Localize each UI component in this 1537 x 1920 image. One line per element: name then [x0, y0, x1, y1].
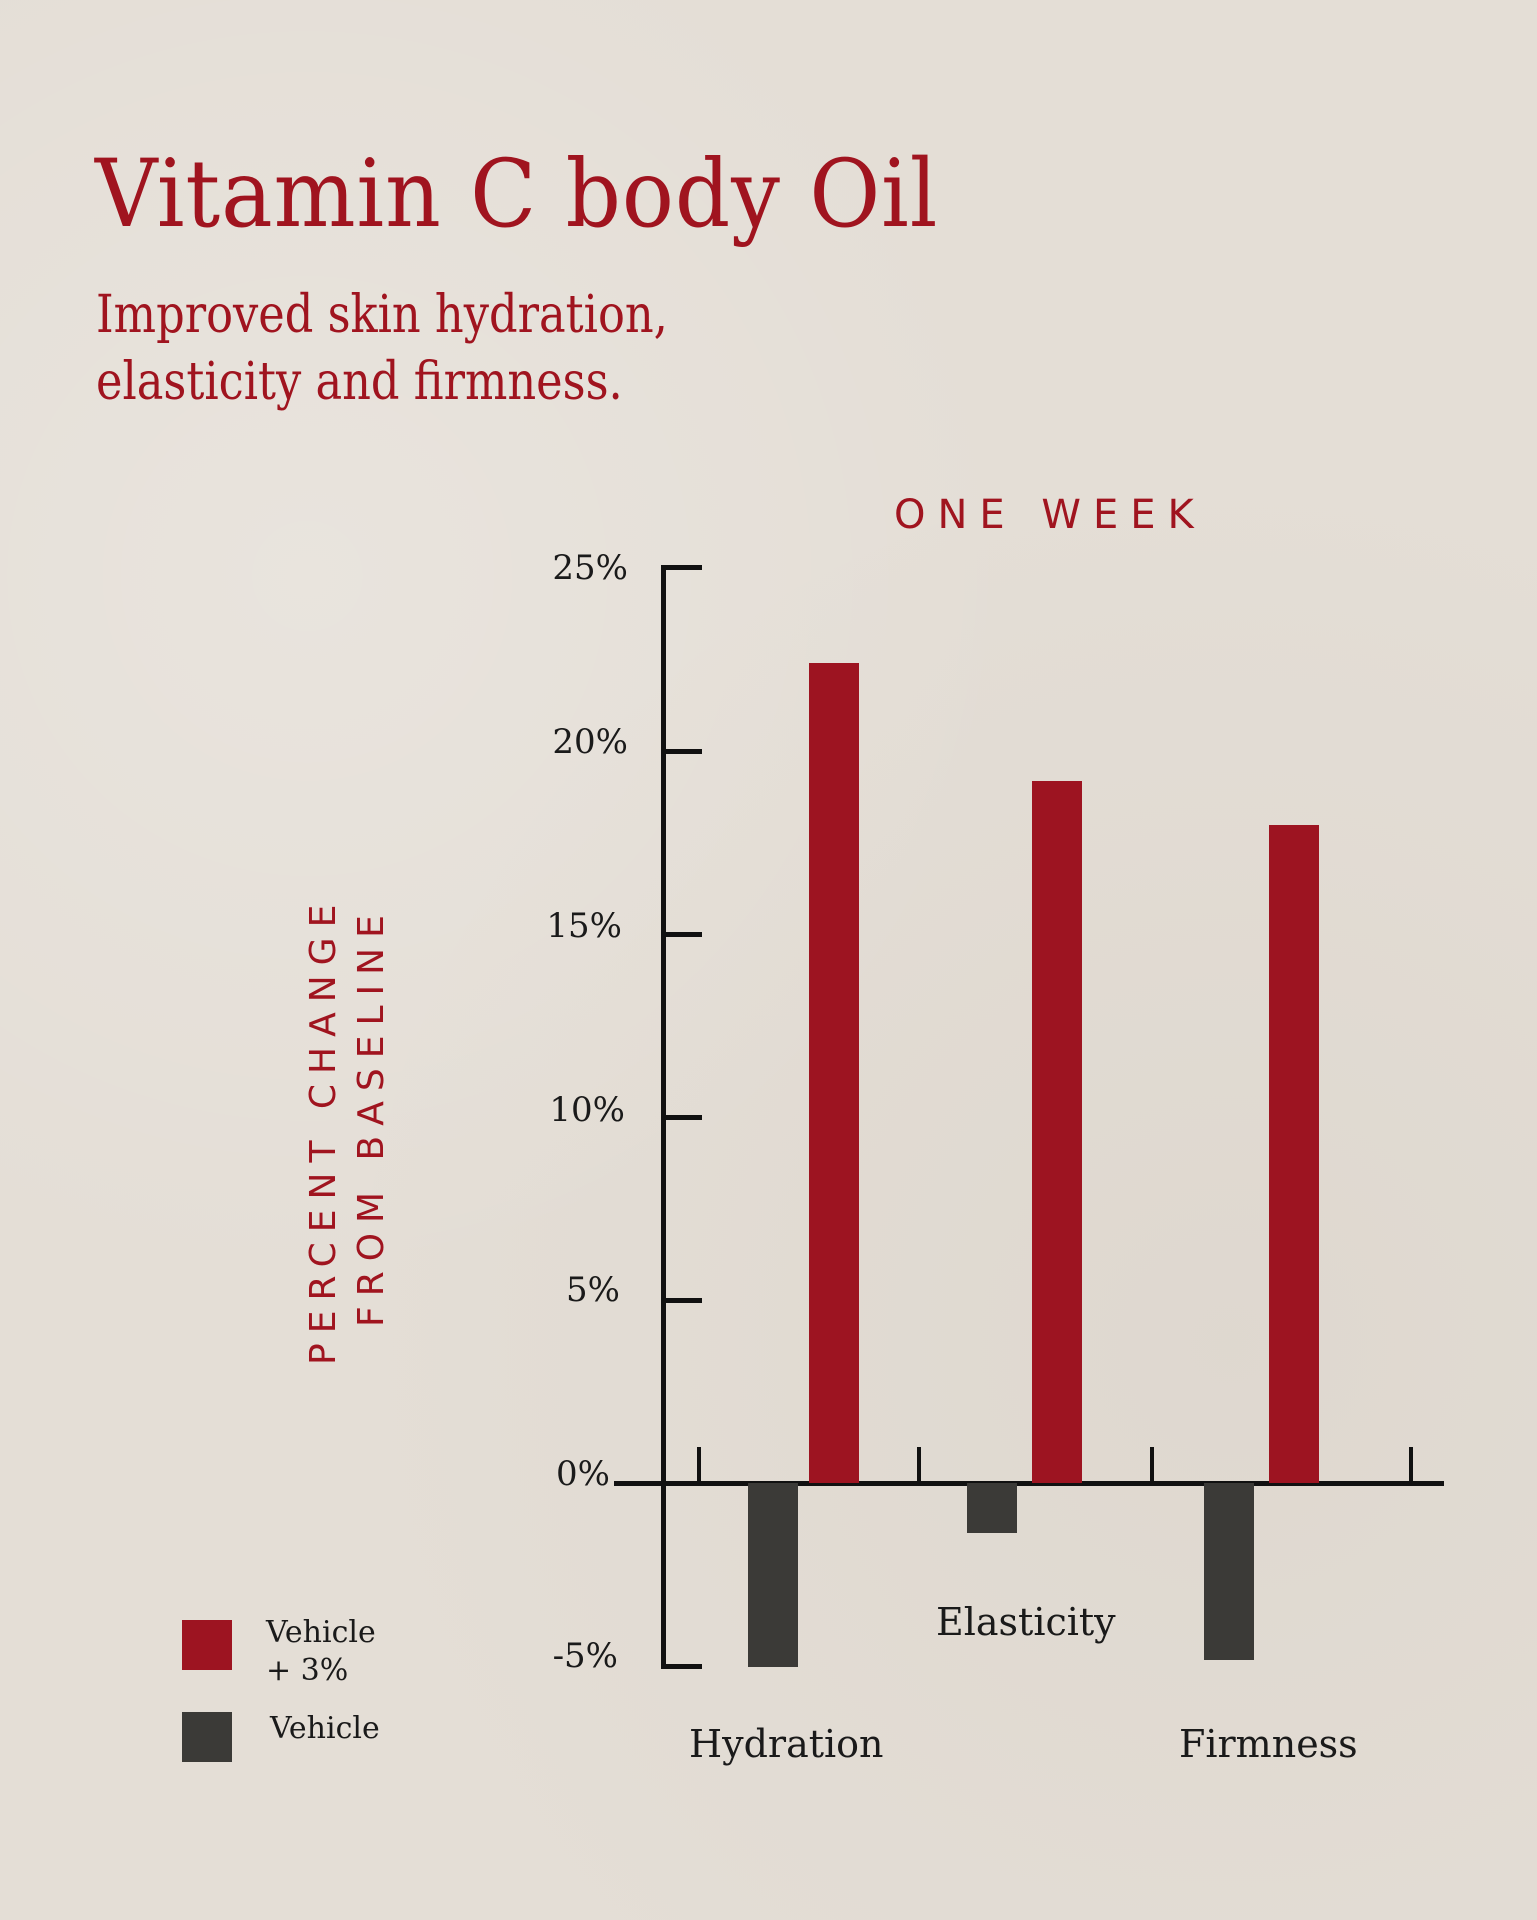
y-tick-mark: [661, 1298, 702, 1303]
legend-label-treated: Vehicle + 3%: [266, 1615, 376, 1688]
bar-elasticity-vehicle: [967, 1483, 1017, 1533]
bar-hydration-vehicle: [748, 1483, 798, 1667]
bar-firmness-vehicle: [1204, 1483, 1254, 1660]
category-label-hydration: Hydration: [689, 1722, 884, 1766]
y-tick-label: 10%: [549, 1090, 625, 1130]
x-axis-baseline: [614, 1481, 1444, 1486]
y-axis-label-line-1: PERCENT CHANGE: [303, 894, 344, 1365]
chart-title: Vitamin C body Oil: [95, 140, 939, 249]
y-tick-label: 5%: [566, 1270, 620, 1310]
y-tick-label: 15%: [546, 906, 622, 946]
subtitle-line-2: elasticity and firmness.: [96, 352, 623, 412]
chart-subtitle: Improved skin hydration, elasticity and …: [96, 282, 870, 416]
subtitle-line-1: Improved skin hydration,: [96, 285, 668, 345]
y-tick-label: 20%: [552, 722, 628, 762]
y-axis-label: PERCENT CHANGE FROM BASELINE: [300, 745, 392, 1365]
y-tick-label: 25%: [552, 548, 628, 588]
legend-swatch-treated: [182, 1620, 232, 1670]
y-tick-label: 0%: [556, 1454, 610, 1494]
y-tick-mark: [661, 1115, 702, 1120]
y-tick-mark: [661, 932, 702, 937]
x-tick-mark: [917, 1447, 921, 1485]
y-tick-label: -5%: [552, 1636, 618, 1676]
y-axis-label-line-2: FROM BASELINE: [351, 905, 392, 1327]
category-label-firmness: Firmness: [1179, 1722, 1358, 1766]
bar-hydration-treated: [809, 663, 859, 1483]
legend-label-vehicle: Vehicle: [270, 1711, 380, 1746]
bar-firmness-treated: [1269, 825, 1319, 1483]
y-tick-mark: [661, 749, 702, 754]
y-tick-mark: [661, 565, 702, 570]
bar-elasticity-treated: [1032, 781, 1082, 1483]
x-tick-mark: [1409, 1447, 1413, 1485]
legend-swatch-vehicle: [182, 1712, 232, 1762]
y-tick-mark: [661, 1664, 702, 1669]
category-label-elasticity: Elasticity: [936, 1600, 1116, 1644]
period-label: ONE WEEK: [894, 492, 1206, 538]
x-tick-mark: [1150, 1447, 1154, 1485]
x-tick-mark: [697, 1447, 701, 1485]
